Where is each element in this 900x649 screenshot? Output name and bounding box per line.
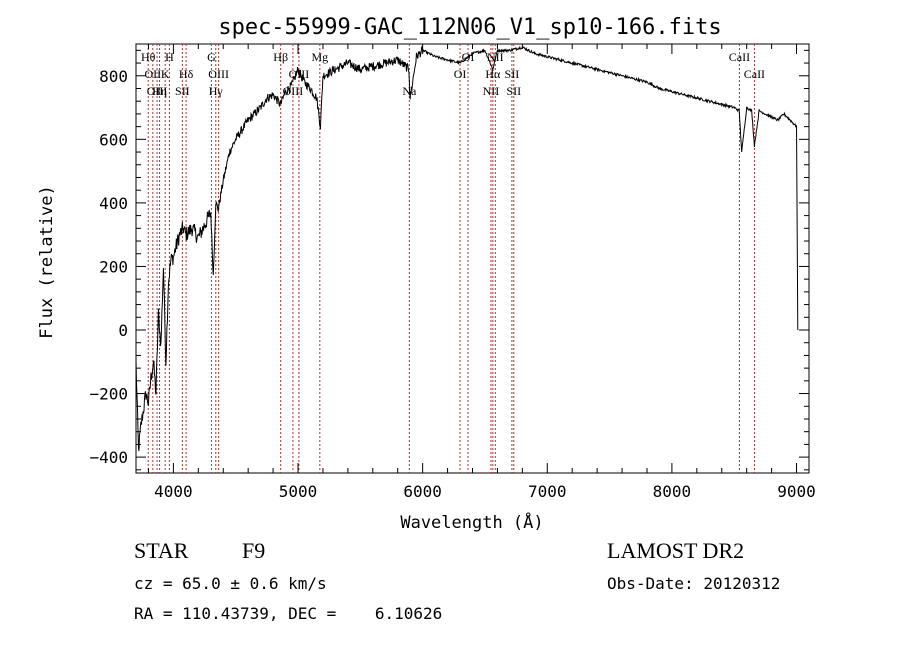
emission-line-markers xyxy=(147,44,755,473)
spectral-line-label: OIII xyxy=(283,84,304,98)
spectral-line-label: OI xyxy=(454,67,467,81)
x-tick-label: 6000 xyxy=(403,482,442,501)
spectral-line-label: Hθ xyxy=(141,50,156,64)
y-tick-label: 200 xyxy=(99,257,128,276)
spectrum-line xyxy=(135,45,799,451)
redshift-value: cz = 65.0 ± 0.6 km/s xyxy=(134,574,327,593)
object-subclass: F9 xyxy=(242,538,266,563)
spectral-line-label: Hδ xyxy=(179,67,194,81)
spectral-line-label: OI xyxy=(462,50,475,64)
spectral-line-label: OIII xyxy=(147,84,168,98)
spectral-line-label: NII xyxy=(487,50,504,64)
x-tick-label: 9000 xyxy=(777,482,816,501)
spectral-line-label: G xyxy=(207,50,216,64)
y-tick-label: 800 xyxy=(99,67,128,86)
x-tick-label: 7000 xyxy=(528,482,567,501)
y-tick-label: 400 xyxy=(99,194,128,213)
spectral-line-label: CaII xyxy=(744,67,765,81)
y-tick-label: −400 xyxy=(89,448,128,467)
observation-date: Obs-Date: 20120312 xyxy=(607,574,781,593)
spectral-line-label: H xyxy=(165,50,174,64)
spectral-line-label: NII xyxy=(483,84,500,98)
plot-frame xyxy=(135,43,810,474)
spectral-line-label: Hβ xyxy=(273,50,288,64)
spectral-line-label: SII xyxy=(505,67,520,81)
x-tick-label: 8000 xyxy=(653,482,692,501)
y-tick-label: 600 xyxy=(99,130,128,149)
coordinates: RA = 110.43739, DEC = 6.10626 xyxy=(134,604,443,623)
x-tick-label: 4000 xyxy=(154,482,193,501)
spectral-line-label: OIII xyxy=(208,67,229,81)
survey-name: LAMOST DR2 xyxy=(607,538,745,563)
spectral-line-label: OIII xyxy=(289,67,310,81)
spectral-line-label: Mg xyxy=(311,50,328,64)
spectral-line-label: Hα xyxy=(485,67,501,81)
x-axis-label: Wavelength (Å) xyxy=(400,511,543,533)
object-class: STAR xyxy=(134,538,189,563)
x-tick-label: 5000 xyxy=(279,482,318,501)
y-tick-label: −200 xyxy=(89,385,128,404)
y-axis-label: Flux (relative) xyxy=(37,185,57,339)
spectral-line-label: Na xyxy=(402,84,417,98)
spectral-line-label: OII xyxy=(144,67,161,81)
spectral-line-label: CaII xyxy=(729,50,750,64)
spectral-line-label: SII xyxy=(506,84,521,98)
spectral-line-label: Hη xyxy=(152,84,167,98)
chart-title: spec-55999-GAC_112N06_V1_sp10-166.fits xyxy=(218,15,721,40)
spectrum-series xyxy=(135,45,799,451)
spectral-line-labels: HθOIIOIIIHηKHHδSIIGHγOIIIHβOIIIOIIIMgNaO… xyxy=(141,50,765,98)
spectral-line-label: Hγ xyxy=(209,84,224,98)
axis-ticks: 4000 5000 6000 7000 8000 9000 −400 −200 0 200 400 6… xyxy=(89,44,816,501)
spectral-line-label: SII xyxy=(175,84,190,98)
y-tick-label: 0 xyxy=(118,321,128,340)
spectral-line-label: K xyxy=(161,67,170,81)
